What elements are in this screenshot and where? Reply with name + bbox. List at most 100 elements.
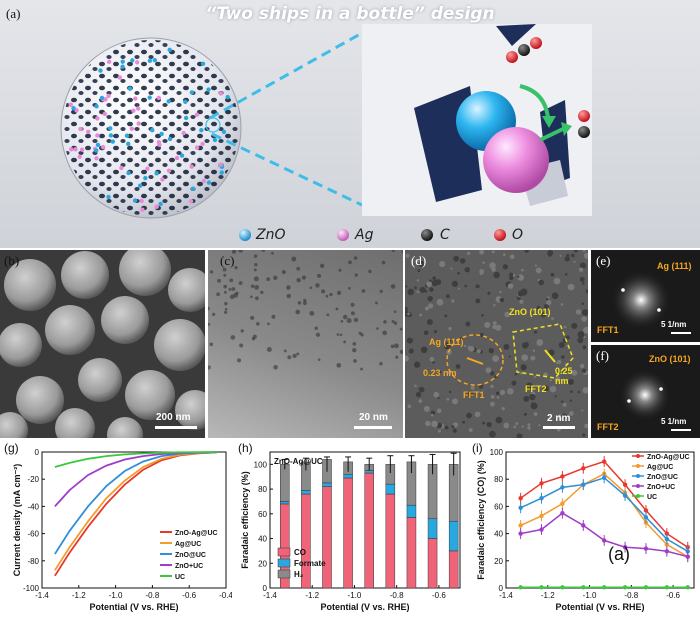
- x-tick-label: -1.4: [263, 591, 277, 600]
- lattice-texture: [533, 412, 538, 416]
- chart-h-title: ZnO-Ag@UC: [274, 457, 323, 466]
- lattice-texture: [453, 255, 460, 262]
- lattice-texture: [526, 382, 533, 390]
- lattice-texture: [566, 253, 570, 258]
- lattice-texture: [427, 295, 433, 302]
- lattice-texture: [429, 356, 435, 362]
- tem-nanoparticle: [237, 358, 242, 363]
- particle-dot: [179, 153, 185, 158]
- lattice-texture: [496, 396, 500, 399]
- schematic-panel: (a) “Two ships in a bottle” design: [0, 0, 700, 248]
- lattice-texture: [444, 425, 449, 430]
- lattice-texture: [429, 287, 434, 292]
- particle-dot: [167, 136, 173, 142]
- y-axis-label: Current density (mA cm⁻²): [12, 464, 22, 576]
- lattice-texture: [470, 385, 475, 390]
- x-tick-label: -0.8: [146, 591, 160, 600]
- y-tick-label: 80: [494, 475, 503, 484]
- lattice-texture: [527, 426, 531, 430]
- particle-dot: [156, 139, 162, 145]
- tem-nanoparticle: [209, 342, 214, 347]
- particle-dot: [190, 186, 196, 191]
- lattice-texture: [550, 272, 555, 277]
- particle-dot: [131, 108, 136, 113]
- tem-nanoparticle: [381, 260, 386, 265]
- y-tick-label: 0: [263, 584, 268, 593]
- tem-nanoparticle: [286, 285, 291, 290]
- sem-particle: [101, 296, 149, 344]
- tem-nanoparticle: [252, 334, 257, 339]
- lattice-texture: [583, 252, 588, 259]
- legend-label: ZnO+UC: [175, 563, 203, 570]
- scale-label-f: 5 1/nm: [661, 417, 687, 426]
- tem-nanoparticle: [297, 301, 302, 305]
- tem-nanoparticle: [223, 284, 228, 289]
- tem-nanoparticle: [336, 362, 342, 368]
- lattice-texture: [466, 412, 472, 419]
- lattice-texture: [417, 269, 421, 273]
- lattice-texture: [433, 330, 437, 334]
- lattice-texture: [536, 339, 544, 346]
- sem-particle: [168, 268, 205, 312]
- tem-nanoparticle: [379, 289, 383, 293]
- lattice-texture: [524, 250, 529, 253]
- tem-nanoparticle: [228, 287, 232, 291]
- lattice-texture: [531, 402, 534, 405]
- lattice-texture: [465, 321, 471, 327]
- y-tick-label: -80: [27, 557, 39, 566]
- lattice-texture: [405, 355, 409, 362]
- particle-dot: [98, 68, 103, 73]
- lattice-texture: [517, 275, 520, 278]
- tem-nanoparticle: [335, 307, 339, 311]
- lattice-texture: [431, 420, 438, 428]
- lattice-texture: [584, 423, 588, 429]
- lattice-texture: [455, 364, 461, 369]
- lattice-texture: [405, 253, 410, 258]
- lattice-texture: [489, 371, 495, 376]
- lattice-texture: [564, 256, 570, 262]
- sem-particle: [0, 412, 28, 438]
- lattice-texture: [407, 312, 410, 316]
- lattice-texture: [560, 303, 564, 306]
- tem-nanoparticle: [238, 250, 243, 253]
- lattice-texture: [430, 410, 436, 415]
- particle-dot: [140, 207, 145, 212]
- lattice-texture: [486, 421, 492, 428]
- lattice-texture: [474, 411, 481, 418]
- lattice-texture: [583, 335, 586, 338]
- sem-particle: [16, 376, 64, 424]
- lattice-texture: [479, 271, 484, 275]
- sem-particle: [154, 319, 205, 371]
- tem-nanoparticle: [256, 322, 260, 326]
- data-point: [601, 585, 607, 590]
- chart-g-plot-frame: [41, 451, 227, 589]
- lattice-texture: [425, 420, 431, 427]
- lattice-texture: [451, 398, 458, 405]
- lattice-texture: [490, 384, 494, 389]
- tem-nanoparticle: [209, 270, 214, 274]
- particle-dot: [100, 144, 106, 150]
- tem-nanoparticle: [238, 281, 243, 285]
- lattice-texture: [504, 311, 511, 318]
- lattice-texture: [523, 412, 527, 416]
- d-spacing-ag: 0.23 nm: [423, 368, 457, 378]
- lattice-texture: [585, 289, 588, 294]
- lattice-texture: [451, 280, 458, 288]
- tem-nanoparticle: [212, 312, 216, 317]
- tem-nanoparticle: [250, 295, 253, 299]
- particle-dot: [189, 164, 194, 169]
- schematic-title: “Two ships in a bottle” design: [205, 4, 495, 24]
- x-tick-label: -0.6: [432, 591, 446, 600]
- particle-dot: [134, 60, 140, 65]
- lattice-texture: [575, 309, 582, 315]
- particle-dot: [219, 170, 224, 175]
- lattice-texture: [521, 425, 524, 428]
- tem-nanoparticle: [360, 367, 363, 371]
- y-tick-label: -60: [27, 530, 39, 539]
- legend-label: ZnO+UC: [647, 484, 675, 491]
- lattice-texture: [433, 391, 440, 398]
- stacked-bar-segment: [385, 483, 396, 495]
- zoom-line-bottom: [211, 132, 363, 207]
- lattice-texture: [484, 321, 491, 328]
- lattice-texture: [489, 430, 496, 438]
